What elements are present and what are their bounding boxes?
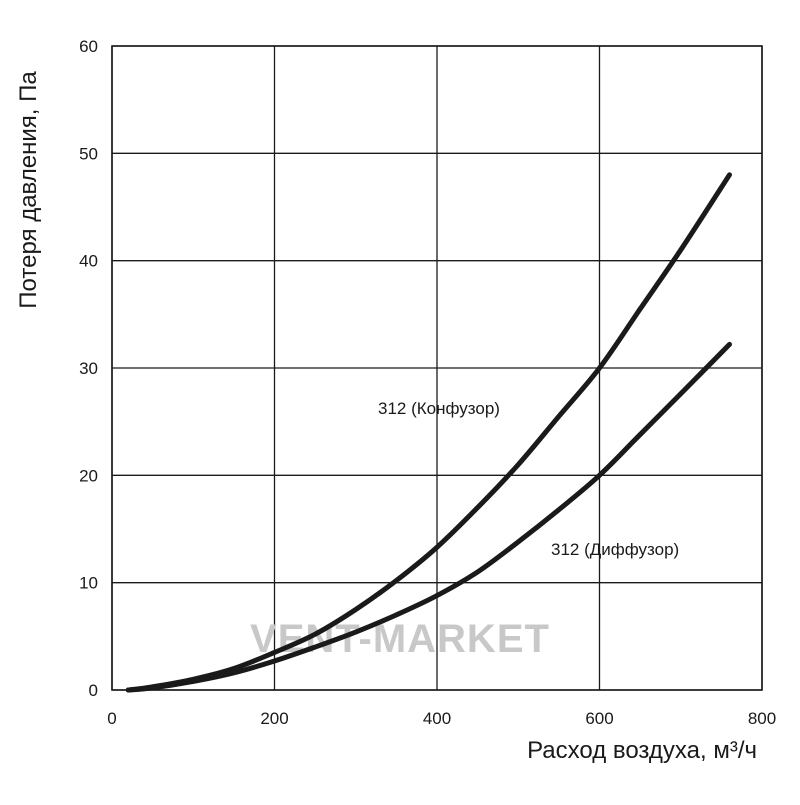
series-labels: 312 (Конфузор) 312 (Диффузор) xyxy=(378,399,679,559)
y-tick-label-30: 30 xyxy=(79,359,98,378)
series-line-konfuzor xyxy=(125,172,732,693)
x-tick-label-600: 600 xyxy=(585,709,613,728)
series-label-konfuzor: 312 (Конфузор) xyxy=(378,399,500,418)
x-tick-label-400: 400 xyxy=(423,709,451,728)
series-lines xyxy=(125,172,732,693)
y-tick-label-50: 50 xyxy=(79,144,98,163)
tick-labels: 0 200 400 600 800 0 10 20 30 40 50 60 xyxy=(79,37,776,728)
y-tick-label-20: 20 xyxy=(79,466,98,485)
series-line-diffuzor xyxy=(125,341,732,693)
y-tick-label-10: 10 xyxy=(79,574,98,593)
x-axis-title: Расход воздуха, м³/ч xyxy=(527,737,757,764)
y-tick-label-60: 60 xyxy=(79,37,98,56)
x-tick-label-800: 800 xyxy=(748,709,776,728)
plot-frame xyxy=(111,45,763,691)
y-tick-label-0: 0 xyxy=(89,681,98,700)
x-tick-label-0: 0 xyxy=(107,709,116,728)
x-tick-label-200: 200 xyxy=(260,709,288,728)
y-tick-label-40: 40 xyxy=(79,252,98,271)
y-axis-title: Потеря давления, Па xyxy=(15,71,42,309)
series-label-diffuzor: 312 (Диффузор) xyxy=(551,540,679,559)
